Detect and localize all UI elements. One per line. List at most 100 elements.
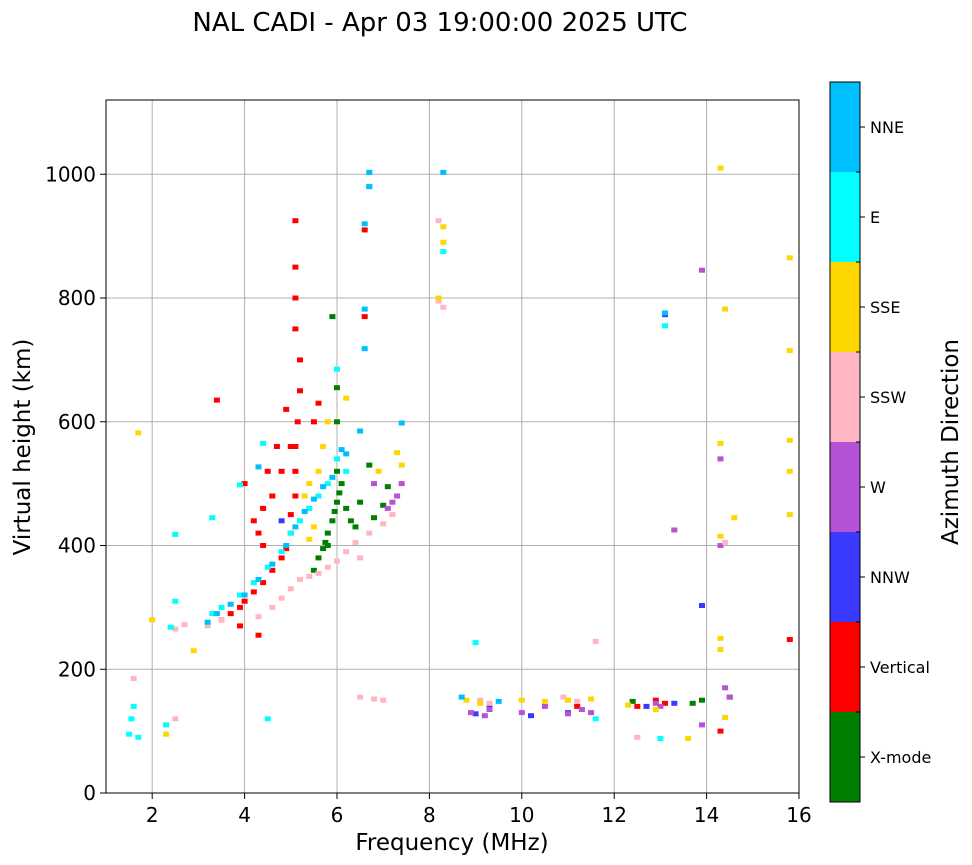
data-point-x-mode [689,700,696,706]
data-point-vertical [361,227,368,233]
x-axis-label: Frequency (MHz) [355,830,548,856]
data-point-w [371,481,377,487]
data-point-nne [357,428,364,434]
data-point-vertical [237,604,243,610]
data-point-sse [343,395,350,401]
data-point-nne [320,484,327,490]
data-point-w [699,267,705,273]
data-point-vertical [292,444,299,449]
data-point-ssw [172,716,179,722]
data-point-sse [541,698,548,704]
data-point-e [126,731,133,737]
data-point-x-mode [380,502,387,508]
data-point-nnw [671,700,678,706]
data-point-e [218,604,225,610]
data-point-sse [652,707,659,712]
data-point-vertical [250,589,257,595]
data-point-x-mode [324,530,331,536]
data-point-e [662,323,668,329]
data-point-sse [518,697,525,703]
data-point-vertical [292,468,299,474]
data-point-ssw [389,512,396,518]
data-point-vertical [786,637,793,642]
data-point-nne [329,474,336,480]
data-point-vertical [255,632,262,638]
data-point-ssw [380,697,387,703]
data-point-e [250,580,257,586]
data-point-nne [361,221,368,227]
data-point-e [130,703,137,709]
data-point-vertical [237,623,243,629]
data-point-w [588,710,595,716]
data-point-sse [685,736,692,741]
data-point-w [384,505,391,511]
colorbar-frame [829,81,861,803]
data-point-e [172,531,179,537]
data-point-nne [255,464,262,470]
data-point-ssw [486,700,493,706]
x-tick-label: 8 [423,803,436,827]
data-point-nne [361,306,368,312]
data-point-vertical [634,703,641,709]
data-point-nne [310,496,317,502]
data-point-ssw [352,539,359,545]
data-point-sse [786,255,793,261]
y-tick-label: 800 [58,286,96,310]
data-point-sse [315,468,322,474]
data-point-ssw [287,586,294,592]
data-point-ssw [357,694,364,700]
colorbar-label: Azimuth Direction [938,339,964,545]
data-point-sse [394,450,401,456]
data-point-sse [435,295,442,301]
colorbar-tick-label: X-mode [870,748,931,767]
data-point-ssw [574,698,581,704]
data-point-sse [310,524,317,530]
x-tick-label: 14 [694,803,719,827]
data-point-x-mode [329,314,336,320]
data-point-vertical [269,567,276,573]
data-point-ssw [324,564,331,570]
data-point-ssw [560,694,567,700]
data-point-ssw [440,304,447,310]
data-point-ssw [181,622,188,628]
data-point-vertical [255,530,262,536]
y-tick-label: 1000 [45,162,96,186]
data-point-w [726,694,733,700]
colorbar-tick-label: SSE [870,298,900,317]
data-point-x-mode [371,515,377,521]
data-point-e [264,564,271,570]
data-point-vertical [283,406,290,412]
data-point-sse [625,702,632,708]
data-point-e [209,611,216,617]
colorbar-tick-label: Vertical [870,658,930,677]
data-point-e [135,734,142,740]
data-point-e [278,549,285,555]
y-tick-label: 600 [58,410,96,434]
data-point-e [287,530,294,536]
data-point-nnw [278,518,285,524]
data-point-ssw [435,298,442,304]
colorbar-swatch-ssw [830,352,860,442]
data-point-ssw [204,623,211,629]
data-point-vertical [287,444,294,449]
data-point-w [389,499,396,505]
data-point-vertical [574,703,581,709]
colorbar-tick-label: SSW [870,388,906,407]
colorbar-tick-label: W [870,478,886,497]
data-point-sse [135,430,142,436]
data-point-e [306,505,313,511]
data-point-w [717,543,724,548]
data-point-e [472,640,479,646]
data-point-x-mode [331,509,338,514]
data-point-e [172,598,179,604]
data-point-ssw [722,539,729,545]
data-point-vertical [297,388,303,394]
data-point-w [398,481,405,487]
data-point-e [334,456,340,462]
y-tick-label: 0 [83,781,96,805]
data-point-sse [717,440,724,446]
data-point-nnw [486,703,493,709]
data-point-vertical [273,444,280,449]
data-point-ssw [306,573,313,579]
data-point-sse [588,696,595,702]
